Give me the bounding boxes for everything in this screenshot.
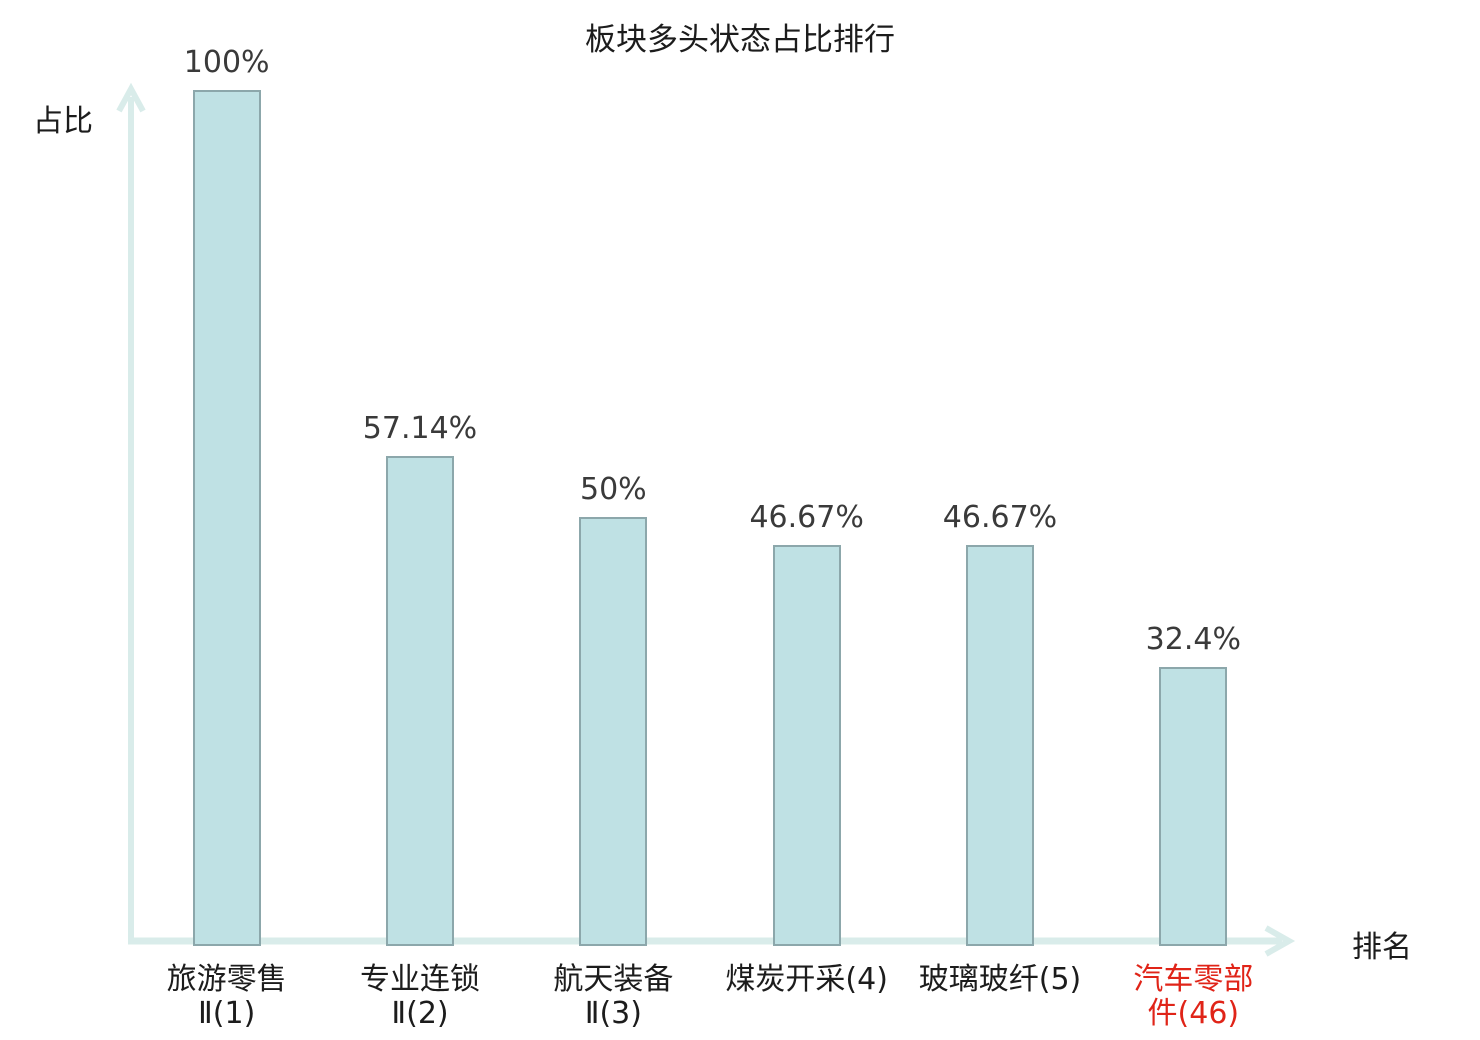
bar	[386, 455, 454, 946]
bar-category-label-line: 专业连锁	[360, 962, 480, 997]
bar-value-label: 46.67%	[749, 499, 864, 535]
bar-category-label-line: 件(46)	[1147, 996, 1240, 1031]
y-axis-arrow-icon	[116, 82, 146, 113]
bar	[966, 544, 1034, 946]
bar-category-label-line: 旅游零售	[166, 962, 287, 997]
bar-value-label: 100%	[183, 45, 270, 80]
bar	[772, 544, 841, 946]
bar-category-label-line: 煤炭开采(4)	[725, 962, 888, 997]
bar-value-label: 46.67%	[942, 499, 1058, 535]
bar	[1159, 666, 1228, 946]
chart-title: 板块多头状态占比排行	[585, 22, 895, 58]
bar-category-label: 玻璃玻纤(5)	[880, 963, 1120, 997]
bar-category-label-line: Ⅱ(2)	[391, 996, 449, 1031]
bar-category-label-line: 汽车零部	[1133, 962, 1254, 997]
x-axis-label: 排名	[1352, 930, 1412, 965]
bar-category-label-line: 玻璃玻纤(5)	[918, 962, 1082, 997]
bar-value-label: 57.14%	[362, 410, 478, 446]
bar	[579, 516, 648, 946]
bar-value-label: 32.4%	[1145, 621, 1241, 657]
bar-value-label: 50%	[579, 471, 647, 507]
bar-category-label-line: Ⅱ(1)	[198, 996, 256, 1031]
bar-category-label: 汽车零部 件(46)	[1073, 963, 1313, 1031]
x-axis-arrow-icon	[1264, 925, 1296, 957]
bar-category-label-line: 航天装备	[553, 962, 674, 997]
bar-category-label-line: Ⅱ(3)	[584, 996, 642, 1031]
bar	[192, 90, 261, 946]
bar-category-label: 航天装备 Ⅱ(3)	[493, 963, 733, 1031]
bar-category-label: 旅游零售 Ⅱ(1)	[107, 963, 347, 1031]
y-axis-label: 占比	[33, 104, 93, 139]
bar-category-label: 专业连锁 Ⅱ(2)	[300, 963, 540, 1031]
bar-category-label: 煤炭开采(4)	[687, 963, 927, 997]
